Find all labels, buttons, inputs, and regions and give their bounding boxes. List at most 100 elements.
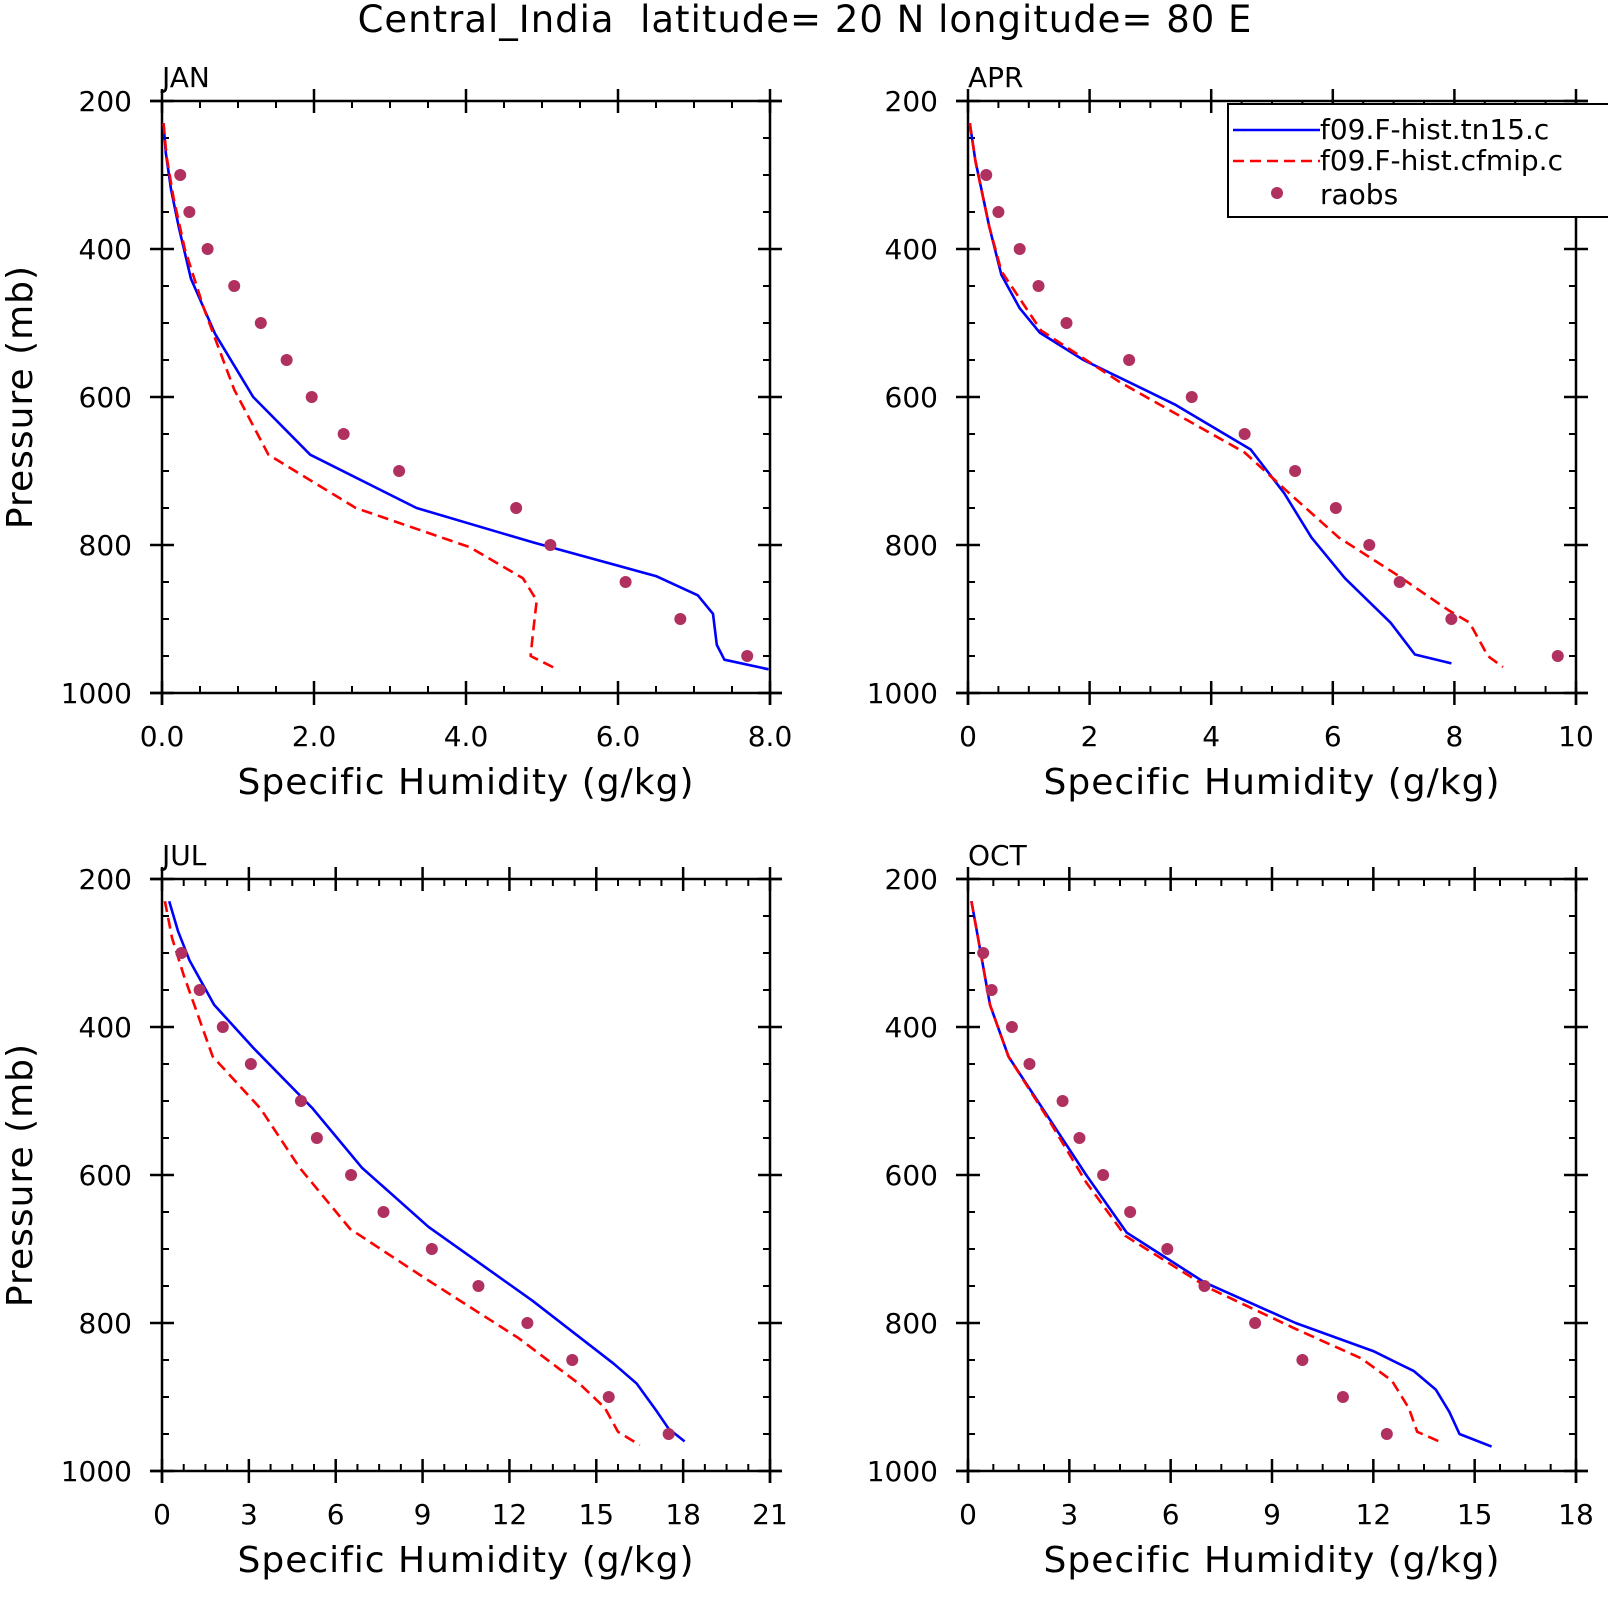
y-tick-label: 800 xyxy=(79,529,132,562)
data-point-raobs xyxy=(1185,391,1198,403)
data-point-raobs xyxy=(1056,1095,1069,1107)
data-point-raobs xyxy=(1124,1206,1137,1218)
data-point-raobs xyxy=(977,947,990,959)
x-tick-label: 8 xyxy=(1445,720,1463,753)
y-tick-label: 800 xyxy=(885,529,938,562)
y-axis-label: Pressure (mb) xyxy=(0,265,41,529)
panel-label: OCT xyxy=(968,839,1028,872)
series-line-cfmip xyxy=(968,123,1504,669)
data-point-raobs xyxy=(1238,428,1251,440)
series-group xyxy=(162,123,769,671)
panel-jul: 200 400 600 800 1000 0 3 6 9 12 15 18 21 JUL Specific … xyxy=(0,839,788,1581)
y-tick-label: 400 xyxy=(79,1011,132,1044)
data-point-raobs xyxy=(216,1021,229,1033)
y-tick-label: 800 xyxy=(79,1307,132,1340)
data-point-raobs xyxy=(992,206,1005,218)
x-axis-label: Specific Humidity (g/kg) xyxy=(237,1540,694,1581)
x-tick-label: 10 xyxy=(1558,720,1594,753)
data-point-raobs xyxy=(1336,1391,1349,1403)
panel-oct: 200 400 600 800 1000 0 3 6 9 12 15 18 OCT Specific Hu… xyxy=(867,839,1594,1581)
x-tick-label: 4 xyxy=(1202,720,1220,753)
data-point-raobs xyxy=(602,1391,615,1403)
x-tick-label: 6.0 xyxy=(596,720,641,753)
legend-label: f09.F-hist.tn15.c xyxy=(1320,113,1549,146)
x-tick-label: 6 xyxy=(1324,720,1342,753)
series-group xyxy=(970,900,1493,1448)
legend-label: raobs xyxy=(1320,178,1398,211)
data-point-raobs xyxy=(521,1317,534,1329)
data-point-raobs xyxy=(1289,465,1302,477)
y-tick-label: 200 xyxy=(79,863,132,896)
x-tick-label: 6 xyxy=(327,1498,345,1531)
data-point-raobs xyxy=(1097,1169,1110,1181)
figure-title: Central_India latitude= 20 N longitude= … xyxy=(357,0,1253,41)
x-tick-label: 0 xyxy=(153,1498,171,1531)
x-axis-label: Specific Humidity (g/kg) xyxy=(237,762,694,803)
data-point-raobs xyxy=(1005,1021,1018,1033)
data-point-raobs xyxy=(1329,502,1342,514)
x-tick-label: 0 xyxy=(959,1498,977,1531)
x-axis-label: Specific Humidity (g/kg) xyxy=(1043,1540,1500,1581)
series-line-cfmip xyxy=(970,900,1444,1445)
y-tick-label: 1000 xyxy=(867,677,938,710)
panel-label: APR xyxy=(968,61,1024,94)
x-axis-label: Specific Humidity (g/kg) xyxy=(1043,762,1500,803)
y-tick-label: 800 xyxy=(885,1307,938,1340)
x-tick-label: 9 xyxy=(414,1498,432,1531)
data-point-raobs xyxy=(201,243,214,255)
data-point-raobs xyxy=(280,354,293,366)
data-point-raobs xyxy=(1551,650,1564,662)
data-point-raobs xyxy=(254,317,267,329)
data-point-raobs xyxy=(1161,1243,1174,1255)
series-line-tn15 xyxy=(167,900,686,1443)
data-point-raobs xyxy=(337,428,350,440)
data-point-raobs xyxy=(544,539,557,551)
x-tick-label: 15 xyxy=(578,1498,614,1531)
data-point-raobs xyxy=(1023,1058,1036,1070)
data-point-raobs xyxy=(1363,539,1376,551)
y-tick-label: 200 xyxy=(885,863,938,896)
legend-label: f09.F-hist.cfmip.c xyxy=(1320,144,1563,177)
data-point-raobs xyxy=(393,465,406,477)
x-tick-label: 12 xyxy=(1356,1498,1392,1531)
data-point-raobs xyxy=(1393,576,1406,588)
data-point-raobs xyxy=(1249,1317,1262,1329)
data-point-raobs xyxy=(305,391,318,403)
x-tick-label: 18 xyxy=(1558,1498,1594,1531)
series-line-tn15 xyxy=(162,123,769,671)
data-point-raobs xyxy=(174,169,187,181)
x-tick-label: 3 xyxy=(240,1498,258,1531)
y-tick-label: 600 xyxy=(885,1159,938,1192)
x-tick-label: 18 xyxy=(665,1498,701,1531)
data-point-raobs xyxy=(228,280,241,292)
y-tick-label: 1000 xyxy=(61,1455,132,1488)
data-point-raobs xyxy=(1123,354,1136,366)
data-point-raobs xyxy=(183,206,196,218)
data-point-raobs xyxy=(741,650,754,662)
data-point-raobs xyxy=(1032,280,1045,292)
y-axis-label: Pressure (mb) xyxy=(0,1043,41,1307)
series-group xyxy=(968,123,1564,669)
y-tick-label: 1000 xyxy=(61,677,132,710)
x-tick-label: 9 xyxy=(1263,1498,1281,1531)
panel-label: JUL xyxy=(160,839,207,872)
y-tick-label: 600 xyxy=(79,1159,132,1192)
series-line-cfmip xyxy=(163,900,641,1447)
data-point-raobs xyxy=(662,1428,675,1440)
x-tick-label: 21 xyxy=(752,1498,788,1531)
data-point-raobs xyxy=(566,1354,579,1366)
series-line-cfmip xyxy=(162,123,558,671)
data-point-raobs xyxy=(985,984,998,996)
data-point-raobs xyxy=(244,1058,257,1070)
data-point-raobs xyxy=(377,1206,390,1218)
data-point-raobs xyxy=(1198,1280,1211,1292)
data-point-raobs xyxy=(472,1280,485,1292)
data-point-raobs xyxy=(425,1243,438,1255)
y-tick-label: 600 xyxy=(79,381,132,414)
data-point-raobs xyxy=(1380,1428,1393,1440)
